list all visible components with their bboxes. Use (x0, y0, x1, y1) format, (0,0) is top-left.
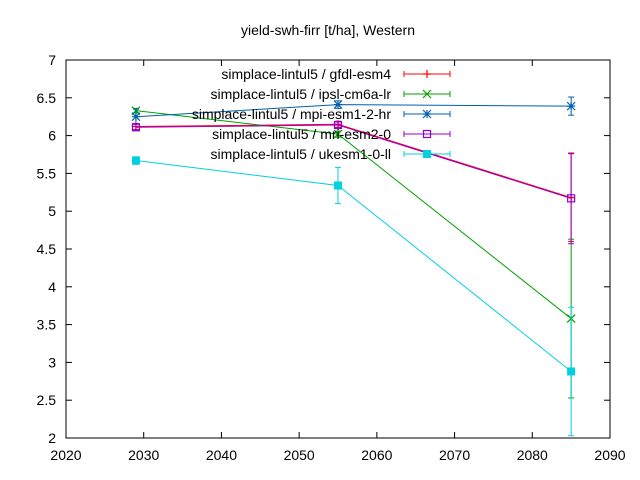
y-tick-label: 4 (48, 279, 56, 295)
data-point (334, 181, 342, 190)
legend-marker (422, 129, 432, 139)
y-tick-label: 2.5 (37, 392, 57, 408)
data-point (567, 194, 576, 203)
y-tick-label: 6.5 (37, 90, 57, 106)
data-point (333, 100, 343, 110)
legend-marker (422, 109, 432, 119)
x-tick-label: 2090 (594, 447, 625, 463)
plot-area: 2020 2030 2040 2050 2060 2070 2080 2090 2 2.5 3 3.5… (37, 52, 626, 463)
legend-label: simplace-lintul5 / mri-esm2-0 (212, 126, 391, 142)
data-point (566, 101, 576, 111)
x-tick-label: 2080 (517, 447, 548, 463)
y-tick-label: 5 (48, 203, 56, 219)
y-tick-label: 2 (48, 430, 56, 446)
data-point (131, 156, 140, 165)
legend-label: simplace-lintul5 / ipsl-cm6a-lr (211, 86, 392, 102)
legend-label: simplace-lintul5 / ukesm1-0-ll (210, 146, 391, 162)
x-tick-label: 2070 (439, 447, 470, 463)
y-tick-label: 3 (48, 354, 56, 370)
y-tick-label: 4.5 (37, 241, 57, 257)
legend-label: simplace-lintul5 / mpi-esm1-2-hr (192, 106, 392, 122)
x-tick-label: 2020 (50, 447, 81, 463)
legend-marker (423, 150, 431, 158)
data-point (131, 123, 141, 132)
x-tick-label: 2050 (284, 447, 315, 463)
x-tick-label: 2040 (206, 447, 237, 463)
data-point (567, 367, 576, 376)
y-tick-label: 6 (48, 128, 56, 144)
data-point (131, 112, 141, 122)
data-point (333, 129, 343, 139)
y-tick-label: 3.5 (37, 317, 57, 333)
legend-marker (422, 89, 432, 99)
y-tick-label: 5.5 (37, 165, 57, 181)
legend-marker (423, 70, 431, 78)
series-line (135, 160, 572, 372)
chart-title: yield-swh-firr [t/ha], Western (241, 22, 415, 38)
legend-label: simplace-lintul5 / gfdl-esm4 (221, 66, 391, 82)
data-point (333, 120, 343, 130)
y-tick-label: 7 (48, 52, 56, 68)
x-tick-label: 2030 (128, 447, 159, 463)
x-tick-label: 2060 (361, 447, 392, 463)
